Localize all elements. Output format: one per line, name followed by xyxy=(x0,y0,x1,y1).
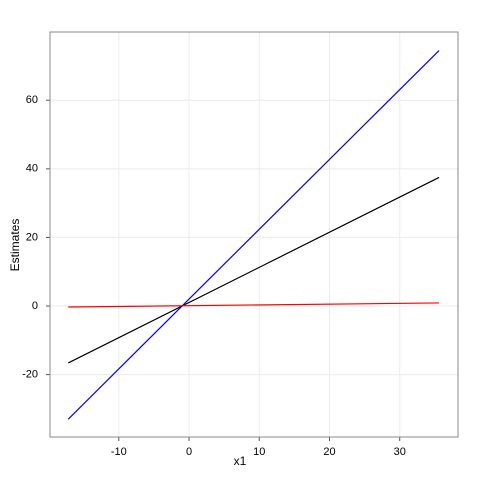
y-tick-label: 0 xyxy=(32,300,38,312)
x-tick-label: 10 xyxy=(253,446,265,458)
series-line xyxy=(68,302,440,308)
series-line xyxy=(67,176,440,364)
x-tick-label: 20 xyxy=(323,446,335,458)
series-line xyxy=(67,50,440,420)
plot-frame xyxy=(49,31,459,438)
y-axis-label: Estimates xyxy=(8,219,22,272)
y-tick-label: 40 xyxy=(26,163,38,175)
y-tick-label: -20 xyxy=(22,368,38,380)
x-tick-label: 0 xyxy=(186,446,192,458)
x-tick-label: 30 xyxy=(394,446,406,458)
x-axis-label: x1 xyxy=(234,454,247,468)
y-tick-label: 60 xyxy=(26,94,38,106)
y-tick-label: 20 xyxy=(26,231,38,243)
x-tick-label: -10 xyxy=(111,446,127,458)
